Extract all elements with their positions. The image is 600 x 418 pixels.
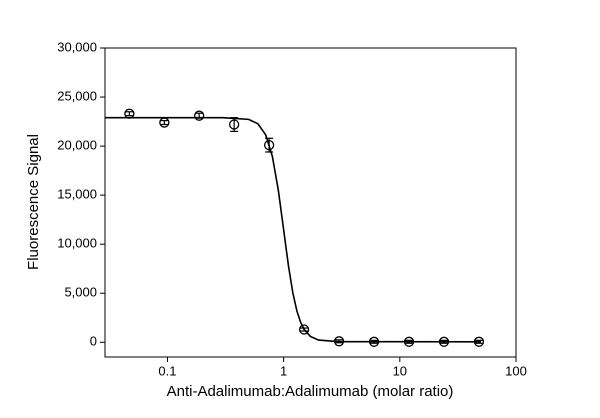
data-point (263, 139, 275, 151)
y-tick-label: 15,000 (57, 187, 97, 202)
x-tick-label: 1 (280, 363, 287, 378)
x-axis-label: Anti-Adalimumab:Adalimumab (molar ratio) (167, 383, 454, 400)
x-tick-label: 100 (505, 363, 527, 378)
y-tick-label: 10,000 (57, 236, 97, 251)
fit-curve (105, 116, 482, 343)
data-point (333, 336, 345, 347)
data-point (159, 117, 170, 128)
y-tick-label: 30,000 (57, 39, 97, 54)
x-tick-label: 0.1 (158, 363, 176, 378)
data-point (194, 110, 205, 121)
y-tick-label: 0 (90, 334, 97, 349)
data-point (228, 119, 240, 130)
y-tick-label: 25,000 (57, 88, 97, 103)
data-point (298, 324, 310, 335)
data-point (124, 108, 135, 119)
data-point (438, 336, 450, 347)
y-tick-label: 5,000 (64, 285, 97, 300)
y-axis-label: Fluorescence Signal (25, 134, 42, 270)
data-point (403, 336, 415, 347)
data-point (473, 336, 485, 347)
x-tick-label: 10 (393, 363, 407, 378)
data-point (368, 336, 380, 347)
y-tick-label: 20,000 (57, 138, 97, 153)
plot-frame (104, 47, 517, 358)
